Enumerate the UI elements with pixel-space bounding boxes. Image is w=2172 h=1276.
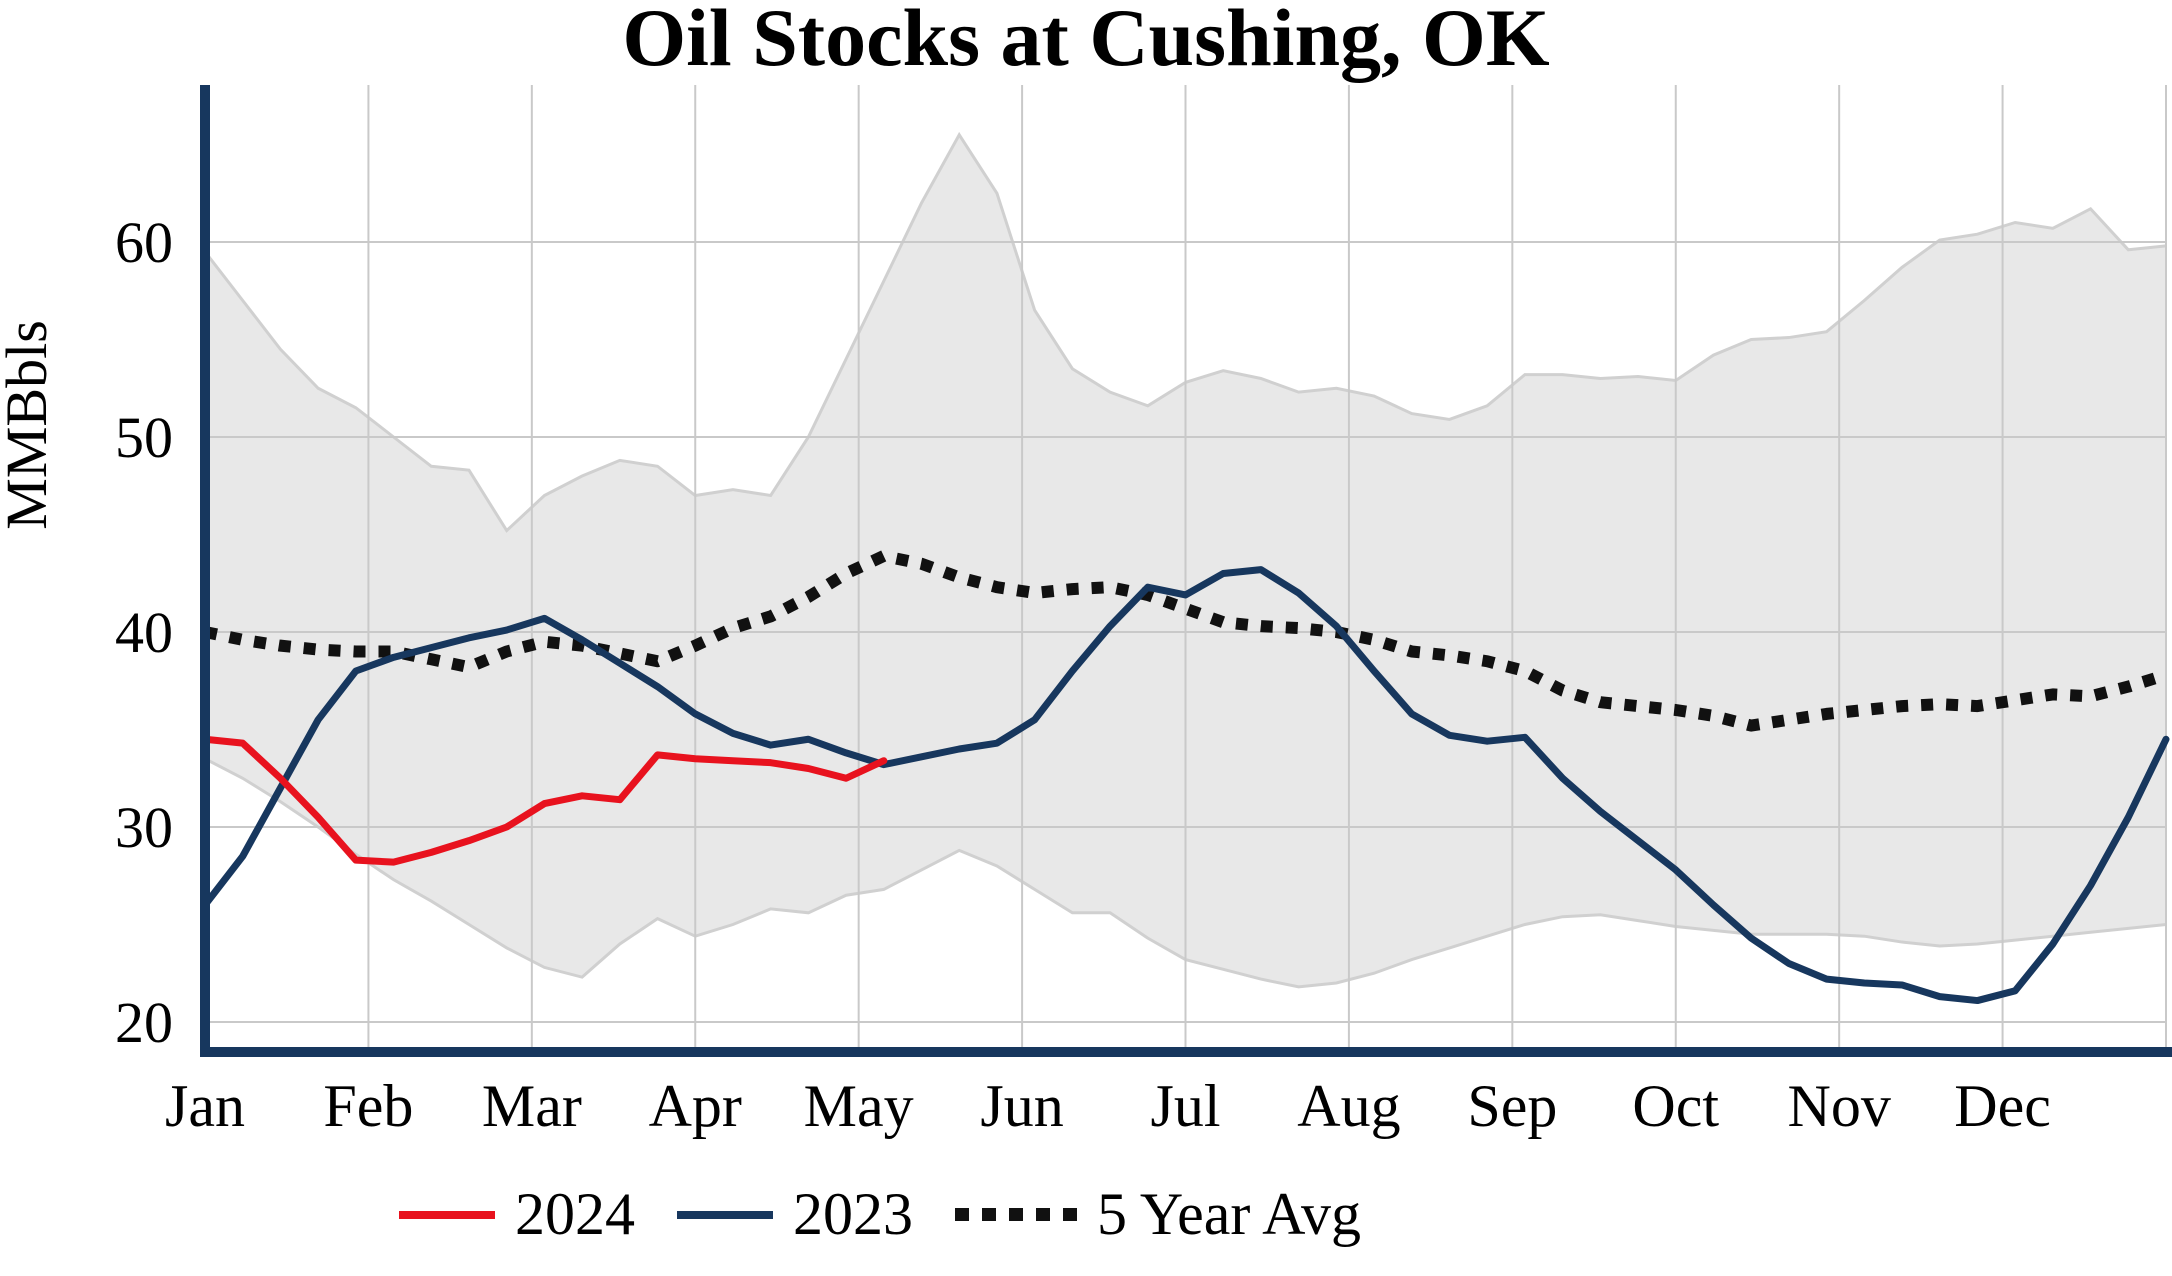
x-tick-label: Nov — [1787, 1073, 1890, 1139]
y-tick-label: 20 — [115, 990, 173, 1055]
y-axis-label: MMBbls — [0, 320, 59, 530]
x-tick-label: May — [804, 1073, 914, 1139]
y-tick-label: 30 — [115, 795, 173, 860]
x-tick-label: Dec — [1954, 1073, 2051, 1139]
x-tick-label: Oct — [1632, 1073, 1719, 1139]
x-tick-label: Mar — [482, 1073, 582, 1139]
legend-swatch-2023 — [677, 1210, 774, 1219]
x-tick-label: Jul — [1150, 1073, 1220, 1139]
x-tick-label: Apr — [649, 1073, 742, 1139]
legend-label-2023: 2023 — [793, 1181, 914, 1247]
chart-legend: 2024 2023 5 Year Avg — [0, 1180, 1760, 1249]
legend-label-5-year-avg: 5 Year Avg — [1097, 1181, 1361, 1247]
chart-title: Oil Stocks at Cushing, OK — [622, 0, 1550, 83]
x-tick-label: Jun — [980, 1073, 1063, 1139]
x-tick-label: Sep — [1467, 1073, 1557, 1139]
x-tick-label: Jan — [165, 1073, 245, 1139]
y-tick-label: 50 — [115, 405, 173, 470]
chart-line-2024 — [201, 735, 888, 866]
y-tick-label: 60 — [115, 210, 173, 275]
y-tick-label: 40 — [115, 600, 173, 665]
legend-item-2024: 2024 — [399, 1180, 635, 1249]
legend-swatch-5-year-avg — [955, 1208, 1078, 1221]
chart-line-2023 — [201, 566, 2170, 1005]
legend-item-2023: 2023 — [677, 1180, 913, 1249]
x-tick-label: Feb — [323, 1073, 413, 1139]
legend-swatch-2024 — [399, 1210, 496, 1219]
legend-label-2024: 2024 — [515, 1181, 636, 1247]
chart-line-5-year-avg — [203, 549, 2168, 732]
legend-item-5-year-avg: 5 Year Avg — [955, 1180, 1361, 1249]
x-tick-label: Aug — [1297, 1073, 1400, 1139]
chart-canvas: 20 30 40 50 60 Jan Feb Mar Apr May Jun Jul Aug Sep Oct… — [0, 85, 2172, 1139]
